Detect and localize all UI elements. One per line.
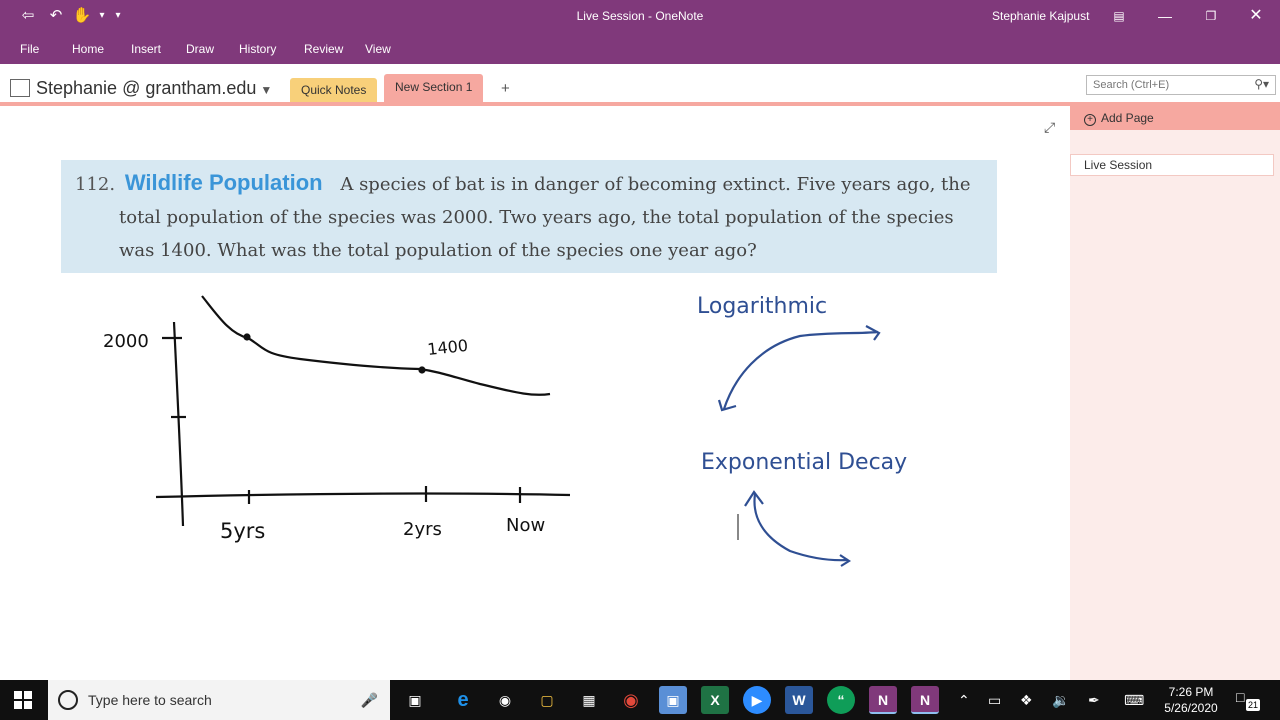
microphone-icon[interactable]: 🎤 <box>360 692 378 708</box>
pages-pane: + Add Page Live Session <box>1070 106 1280 680</box>
onenote-icon-2[interactable]: N <box>911 686 939 714</box>
back-arrow-icon[interactable]: ⇦ <box>21 7 35 24</box>
menu-home[interactable]: Home <box>72 42 105 56</box>
decay-arrow-up <box>744 490 764 507</box>
undo-icon[interactable]: ↶ <box>49 7 63 24</box>
window-title: Live Session - OneNote <box>576 9 704 23</box>
notebook-icon <box>10 79 30 97</box>
menu-file[interactable]: File <box>20 42 40 56</box>
search-placeholder: Search (Ctrl+E) <box>1093 79 1170 91</box>
log-arrow-left <box>717 399 737 412</box>
menu-draw[interactable]: Draw <box>186 42 215 56</box>
taskbar-search-placeholder: Type here to search <box>88 692 212 708</box>
tab-quick-notes[interactable]: Quick Notes <box>290 78 378 102</box>
notification-badge: 21 <box>1246 699 1260 711</box>
label-exponential-decay: Exponential Decay <box>701 450 907 475</box>
clock[interactable]: 7:26 PM 5/26/2020 <box>1158 684 1224 716</box>
menu-view[interactable]: View <box>365 42 391 56</box>
photos-icon[interactable]: ▣ <box>659 686 687 714</box>
ribbon-menu: File Home Insert Draw History Review Vie… <box>0 32 1280 64</box>
problem-box: 112. Wildlife Population A species of ba… <box>61 160 997 273</box>
file-explorer-icon[interactable]: ▢ <box>540 692 554 708</box>
title-bar: ⇦ ↶ ✋ ▾ ▾ Live Session - OneNote Stephan… <box>0 0 1280 32</box>
decay-sketch-curve <box>753 493 849 562</box>
label-now: Now <box>506 515 545 536</box>
label-5yrs: 5yrs <box>220 519 265 543</box>
user-name[interactable]: Stephanie Kajpust <box>992 9 1090 23</box>
task-view-icon[interactable]: ▣ <box>408 692 422 708</box>
add-section-button[interactable]: + <box>501 80 510 97</box>
windows-start-icon[interactable] <box>14 691 32 709</box>
ink-drawing: 2000 1400 5yrs 2yrs Now Logarithmic Expo… <box>103 294 907 567</box>
paint-icon[interactable]: ◉ <box>498 692 512 708</box>
page-canvas[interactable]: ⤢ 112. Wildlife Population A species of … <box>0 106 1070 680</box>
ribbon-display-icon[interactable]: ▤ <box>1113 9 1125 23</box>
notebook-selector[interactable]: Stephanie @ grantham.edu ▼ <box>10 78 272 99</box>
label-logarithmic: Logarithmic <box>697 294 827 319</box>
cortana-icon <box>58 690 78 710</box>
excel-icon[interactable]: X <box>701 686 729 714</box>
chevron-down-icon: ▼ <box>260 83 273 97</box>
restore-icon[interactable]: ❐ <box>1205 9 1217 23</box>
label-2000: 2000 <box>103 331 149 352</box>
log-arrow-right <box>865 325 881 341</box>
search-input[interactable]: Search (Ctrl+E) ⚲▾ <box>1086 75 1276 95</box>
decay-curve <box>201 295 551 396</box>
hangouts-icon[interactable]: “ <box>827 686 855 714</box>
notebook-name: Stephanie @ grantham.edu <box>36 78 257 98</box>
section-navigation: Stephanie @ grantham.edu ▼ Quick Notes Ne… <box>0 64 1280 106</box>
onenote-icon[interactable]: N <box>869 686 897 714</box>
page-item-live-session[interactable]: Live Session <box>1070 154 1274 176</box>
clock-time: 7:26 PM <box>1168 685 1214 699</box>
clock-date: 5/26/2020 <box>1164 701 1218 715</box>
battery-icon[interactable]: ▭ <box>988 692 1002 708</box>
problem-title: Wildlife Population <box>124 170 323 195</box>
taskbar: Type here to search 🎤 ▣ e ◉ ▢ ▦ ◉ ▣ X ▶ … <box>0 680 1280 720</box>
search-icon[interactable]: ⚲▾ <box>1254 77 1269 91</box>
volume-icon[interactable]: 🔉 <box>1052 692 1070 708</box>
point-2000 <box>243 333 251 341</box>
edge-icon[interactable]: e <box>457 689 469 711</box>
add-icon: + <box>1084 114 1096 126</box>
point-1400 <box>418 366 426 374</box>
taskbar-search-input[interactable]: Type here to search 🎤 <box>48 680 390 720</box>
keyboard-icon[interactable]: ⌨ <box>1124 692 1145 708</box>
tab-new-section-1[interactable]: New Section 1 <box>384 74 484 102</box>
menu-history[interactable]: History <box>239 42 277 56</box>
touch-mode-icon[interactable]: ✋ <box>72 7 92 24</box>
touch-mode-chevron-icon[interactable]: ▾ <box>99 10 105 21</box>
show-hidden-icons-icon[interactable]: ⌃ <box>958 692 970 708</box>
zoom-icon[interactable]: ▶ <box>743 686 771 714</box>
log-curve <box>722 330 879 410</box>
notification-icon[interactable]: □ 21 <box>1236 689 1260 711</box>
store-icon[interactable]: ▦ <box>582 692 596 708</box>
word-icon[interactable]: W <box>785 686 813 714</box>
minimize-icon[interactable]: — <box>1158 8 1172 24</box>
decay-arrow-right <box>839 554 852 567</box>
y-axis <box>172 321 185 527</box>
problem-text: A species of bat is in danger of becomin… <box>119 174 971 261</box>
add-page-button[interactable]: + Add Page <box>1070 106 1280 130</box>
label-2yrs: 2yrs <box>403 519 442 540</box>
chrome-icon[interactable]: ◉ <box>623 690 639 710</box>
close-icon[interactable]: ✕ <box>1249 7 1263 24</box>
customize-chevron-icon[interactable]: ▾ <box>115 10 121 21</box>
pen-icon[interactable]: ✒ <box>1088 692 1100 708</box>
x-axis <box>155 492 571 499</box>
add-page-label: Add Page <box>1101 111 1154 125</box>
label-1400: 1400 <box>426 336 468 359</box>
menu-review[interactable]: Review <box>304 42 344 56</box>
menu-insert[interactable]: Insert <box>131 42 162 56</box>
problem-number: 112. <box>75 174 116 195</box>
expand-icon[interactable]: ⤢ <box>1044 119 1056 135</box>
dropbox-icon[interactable]: ❖ <box>1020 692 1033 708</box>
